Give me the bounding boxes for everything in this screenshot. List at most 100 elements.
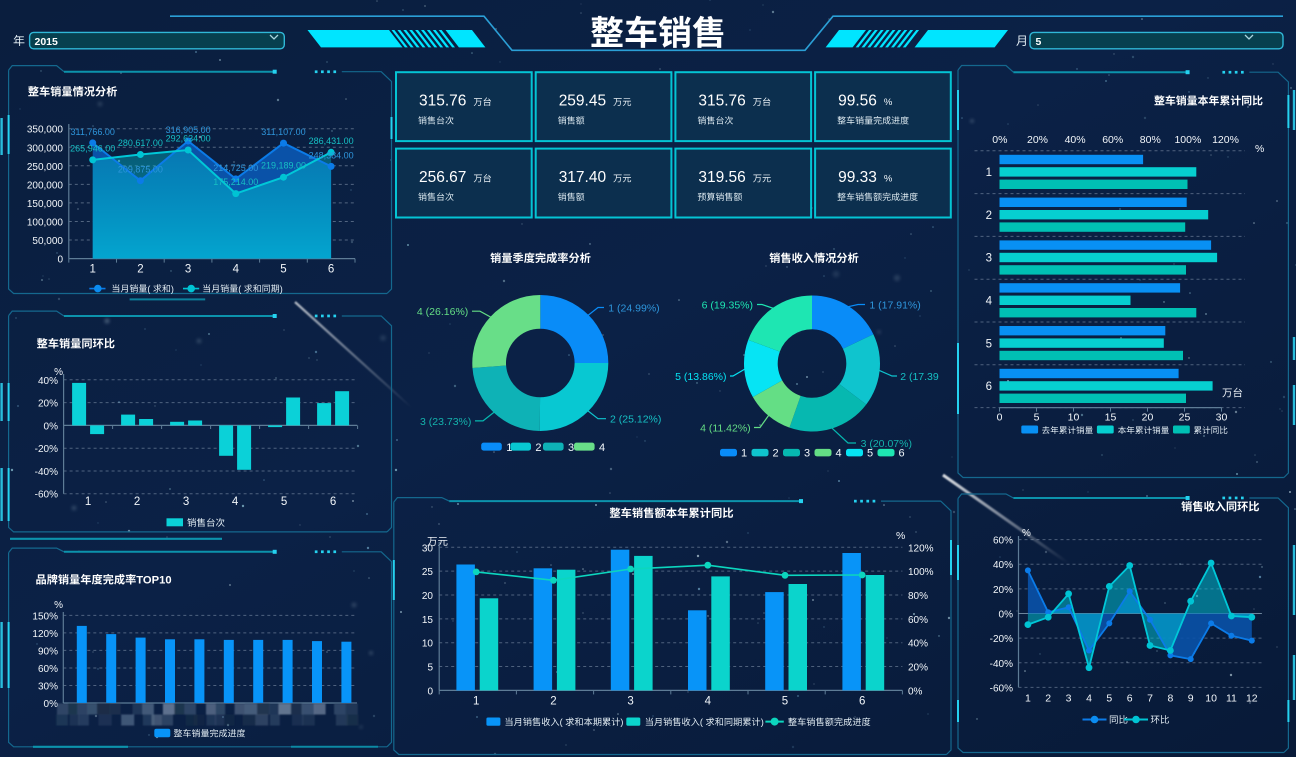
svg-text:4 (26.16%): 4 (26.16%) [417,306,468,318]
svg-text:20: 20 [422,591,434,602]
svg-text:%: % [1255,143,1264,155]
svg-text:%: % [896,530,905,542]
svg-text:6: 6 [328,264,334,276]
svg-text:10: 10 [1068,412,1080,424]
svg-text:4: 4 [232,496,239,508]
svg-text:-60%: -60% [990,683,1013,694]
svg-text:1: 1 [473,696,479,708]
svg-text:5: 5 [1106,693,1112,705]
svg-text:2: 2 [986,210,992,222]
svg-text:256.67: 256.67 [419,169,466,186]
svg-text:0: 0 [427,686,433,697]
svg-text:4: 4 [1086,693,1092,705]
svg-text:0%: 0% [908,686,923,697]
svg-text:5: 5 [280,264,286,276]
svg-text:3: 3 [183,496,189,508]
svg-text:350,000: 350,000 [27,125,64,136]
svg-text:80%: 80% [908,591,928,602]
svg-text:11: 11 [1226,693,1237,705]
svg-text:%: % [54,600,63,611]
svg-text:3: 3 [627,696,633,708]
svg-text:-40%: -40% [35,467,58,478]
svg-text:20%: 20% [38,399,58,410]
svg-text:175,214.00: 175,214.00 [213,177,258,187]
svg-text:3: 3 [1066,693,1072,705]
svg-text:250,000: 250,000 [27,162,64,173]
svg-text:5: 5 [1034,412,1040,424]
svg-text:99.33: 99.33 [838,169,877,186]
svg-text:2: 2 [137,264,143,276]
svg-text:60%: 60% [1102,134,1123,146]
svg-text:292,634.00: 292,634.00 [166,134,211,144]
svg-text:1: 1 [741,448,747,460]
svg-text:1: 1 [89,264,95,276]
svg-text:99.56: 99.56 [838,93,877,110]
svg-text:120%: 120% [32,629,58,640]
svg-text:6: 6 [859,696,865,708]
svg-text:4: 4 [986,296,993,308]
svg-text:315.76: 315.76 [698,93,745,110]
svg-text:0%: 0% [44,699,59,710]
svg-text:5: 5 [867,448,873,460]
svg-text:-60%: -60% [35,490,58,501]
svg-text:12: 12 [1246,693,1258,705]
svg-text:5: 5 [782,696,788,708]
svg-text:60%: 60% [908,615,928,626]
svg-text:2 (17.39: 2 (17.39 [900,371,939,383]
svg-text:6 (19.35%): 6 (19.35%) [702,300,753,312]
svg-text:6: 6 [330,496,336,508]
svg-text:30%: 30% [38,682,58,693]
svg-text:5: 5 [1036,36,1042,48]
svg-text:(: ( [147,284,150,294]
svg-text:90%: 90% [38,646,58,657]
svg-text:40%: 40% [38,376,58,387]
svg-text:6: 6 [986,381,992,393]
svg-text:7: 7 [1147,693,1153,705]
svg-text:2: 2 [550,696,556,708]
svg-text:10: 10 [422,639,434,650]
svg-text:-20%: -20% [990,634,1013,645]
svg-text:2: 2 [134,496,140,508]
svg-text:60%: 60% [993,536,1013,547]
svg-text:5: 5 [986,338,992,350]
svg-text:214,725.00: 214,725.00 [213,163,258,173]
svg-text:8: 8 [1167,693,1173,705]
svg-text:25: 25 [1179,412,1191,424]
svg-text:15: 15 [1105,412,1117,424]
svg-text:120%: 120% [1212,134,1239,146]
svg-text:4: 4 [836,448,842,460]
svg-text:3: 3 [185,264,191,276]
svg-text:219,189.00: 219,189.00 [261,161,306,171]
svg-text:): ) [620,717,623,727]
svg-text:15: 15 [422,615,434,626]
svg-text:4 (11.42%): 4 (11.42%) [700,423,751,435]
svg-text:100%: 100% [1174,134,1201,146]
svg-text:0%: 0% [44,421,59,432]
svg-text:280,617.00: 280,617.00 [118,138,163,148]
svg-text:6: 6 [1127,693,1133,705]
svg-text:2015: 2015 [35,36,59,48]
svg-text:319.56: 319.56 [698,169,745,186]
svg-text:300,000: 300,000 [27,143,64,154]
svg-text:286,431.00: 286,431.00 [309,136,354,146]
svg-text:2: 2 [773,448,779,460]
svg-text:0%: 0% [992,134,1007,146]
svg-text:TOP10: TOP10 [136,575,171,587]
svg-text:1: 1 [986,167,992,179]
svg-text:2 (25.12%): 2 (25.12%) [610,414,661,426]
svg-text:50,000: 50,000 [32,236,63,247]
svg-text:1 (24.99%): 1 (24.99%) [608,303,659,315]
svg-text:2: 2 [535,442,541,454]
svg-text:1: 1 [506,442,512,454]
svg-text:0: 0 [997,412,1003,424]
svg-text:316,905.00: 316,905.00 [166,125,211,135]
svg-text:30: 30 [422,543,434,554]
svg-text:5: 5 [281,496,287,508]
svg-text:209,875.00: 209,875.00 [118,165,163,175]
svg-text:150%: 150% [32,611,58,622]
svg-text:(: ( [560,717,563,727]
svg-text:3: 3 [568,442,574,454]
svg-text:20%: 20% [1027,134,1048,146]
svg-text:20%: 20% [908,663,928,674]
svg-text:317.40: 317.40 [559,169,607,186]
